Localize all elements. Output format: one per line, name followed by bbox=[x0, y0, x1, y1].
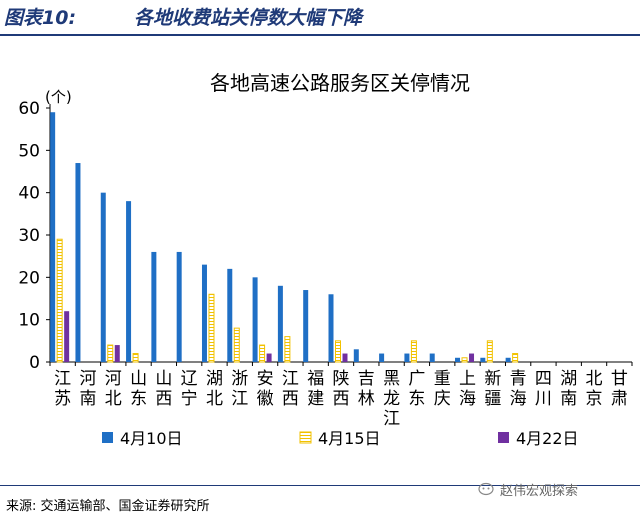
bar-河南-4月10日 bbox=[75, 163, 81, 362]
legend-swatch bbox=[498, 432, 509, 443]
x-tick-label: 山西 bbox=[155, 369, 172, 409]
x-tick-label: 青海 bbox=[510, 369, 527, 409]
y-tick-label: 60 bbox=[18, 99, 40, 119]
bar-chart: 各地高速公路服务区关停情况 (个) 0 10 20 30 40 50 60 江苏河南河北山东… bbox=[18, 71, 633, 448]
footer-divider bbox=[0, 485, 640, 486]
x-tick-label: 重庆 bbox=[434, 369, 451, 409]
legend-swatch bbox=[299, 431, 312, 444]
bar-河北-4月10日 bbox=[100, 192, 106, 362]
bar-新疆-4月10日 bbox=[480, 357, 486, 362]
y-tick-label: 20 bbox=[18, 268, 40, 288]
bar-山西-4月10日 bbox=[151, 251, 157, 362]
bar-江西-4月15日 bbox=[284, 336, 291, 363]
bar-上海-4月10日 bbox=[455, 357, 461, 362]
legend-label: 4月15日 bbox=[318, 429, 381, 448]
bar-河北-4月22日 bbox=[114, 345, 120, 362]
x-tick-label: 陕西 bbox=[333, 369, 350, 409]
x-tick-label: 甘肃 bbox=[611, 369, 628, 409]
x-tick-label: 河北 bbox=[105, 369, 122, 409]
header-divider bbox=[0, 34, 640, 36]
bar-新疆-4月15日 bbox=[486, 340, 493, 363]
watermark: 赵伟宏观探索 bbox=[500, 484, 579, 499]
legend-label: 4月10日 bbox=[120, 429, 183, 448]
source-note: 来源: 交通运输部、国金证券研究所 bbox=[6, 499, 210, 514]
bar-安徽-4月15日 bbox=[259, 344, 266, 363]
bar-广东-4月15日 bbox=[410, 340, 417, 363]
bar-山东-4月10日 bbox=[126, 201, 132, 362]
x-tick-label: 湖南 bbox=[560, 369, 577, 409]
bar-黑龙江-4月10日 bbox=[379, 353, 385, 362]
bar-陕西-4月15日 bbox=[335, 340, 341, 363]
bar-河北-4月15日 bbox=[107, 344, 114, 363]
bar-青海-4月15日 bbox=[512, 353, 519, 363]
bar-山东-4月15日 bbox=[132, 353, 139, 363]
x-tick-label: 河南 bbox=[79, 369, 96, 409]
x-tick-label: 北京 bbox=[586, 369, 603, 409]
legend-label: 4月22日 bbox=[516, 429, 579, 448]
x-tick-label: 福建 bbox=[307, 369, 324, 409]
bar-湖北-4月10日 bbox=[201, 264, 207, 362]
x-tick-label: 新疆 bbox=[484, 369, 501, 409]
x-tick-label: 辽宁 bbox=[181, 369, 198, 409]
bar-陕西-4月22日 bbox=[342, 353, 348, 362]
bar-安徽-4月10日 bbox=[252, 277, 258, 362]
y-tick-label: 30 bbox=[18, 226, 40, 246]
x-tick-label: 吉林 bbox=[358, 369, 375, 409]
x-tick-label: 江苏 bbox=[54, 369, 71, 409]
bar-吉林-4月10日 bbox=[353, 349, 359, 362]
chart-title: 各地高速公路服务区关停情况 bbox=[210, 71, 470, 95]
bar-陕西-4月10日 bbox=[328, 294, 334, 362]
bar-上海-4月22日 bbox=[469, 353, 475, 362]
bar-青海-4月10日 bbox=[505, 357, 511, 362]
wechat-icon bbox=[478, 482, 494, 496]
bar-安徽-4月22日 bbox=[266, 353, 272, 362]
bar-浙江-4月10日 bbox=[227, 268, 233, 362]
x-tick-label: 湖北 bbox=[206, 369, 223, 409]
x-tick-label: 上海 bbox=[459, 369, 476, 409]
figure-number: 图表10: bbox=[4, 7, 77, 29]
y-unit-label: (个) bbox=[45, 88, 72, 106]
x-tick-label: 安徽 bbox=[257, 369, 274, 409]
bar-江苏-4月15日 bbox=[56, 238, 63, 363]
figure-title: 各地收费站关停数大幅下降 bbox=[134, 7, 363, 29]
bar-广东-4月10日 bbox=[404, 353, 410, 362]
bar-上海-4月15日 bbox=[461, 357, 468, 363]
x-tick-label: 四川 bbox=[535, 369, 552, 409]
figure-header: 图表10: 各地收费站关停数大幅下降 bbox=[0, 0, 640, 34]
bar-浙江-4月15日 bbox=[233, 327, 240, 363]
x-tick-label: 江西 bbox=[282, 369, 299, 409]
bar-江西-4月10日 bbox=[277, 285, 283, 362]
bar-湖北-4月15日 bbox=[208, 293, 215, 363]
x-tick-label: 广东 bbox=[408, 369, 425, 409]
x-tick-label: 浙江 bbox=[231, 369, 248, 409]
legend-swatch bbox=[102, 432, 113, 443]
bar-福建-4月10日 bbox=[303, 290, 309, 362]
bar-重庆-4月10日 bbox=[429, 353, 435, 362]
bar-江苏-4月10日 bbox=[50, 112, 56, 362]
y-tick-label: 40 bbox=[18, 184, 40, 204]
bar-辽宁-4月10日 bbox=[176, 251, 182, 362]
bar-江苏-4月22日 bbox=[64, 311, 70, 362]
x-tick-label: 黑龙江 bbox=[383, 369, 400, 429]
y-tick-label: 50 bbox=[18, 141, 40, 161]
y-tick-label: 10 bbox=[18, 311, 40, 331]
x-tick-label: 山东 bbox=[130, 369, 147, 409]
y-tick-label: 0 bbox=[29, 353, 40, 373]
